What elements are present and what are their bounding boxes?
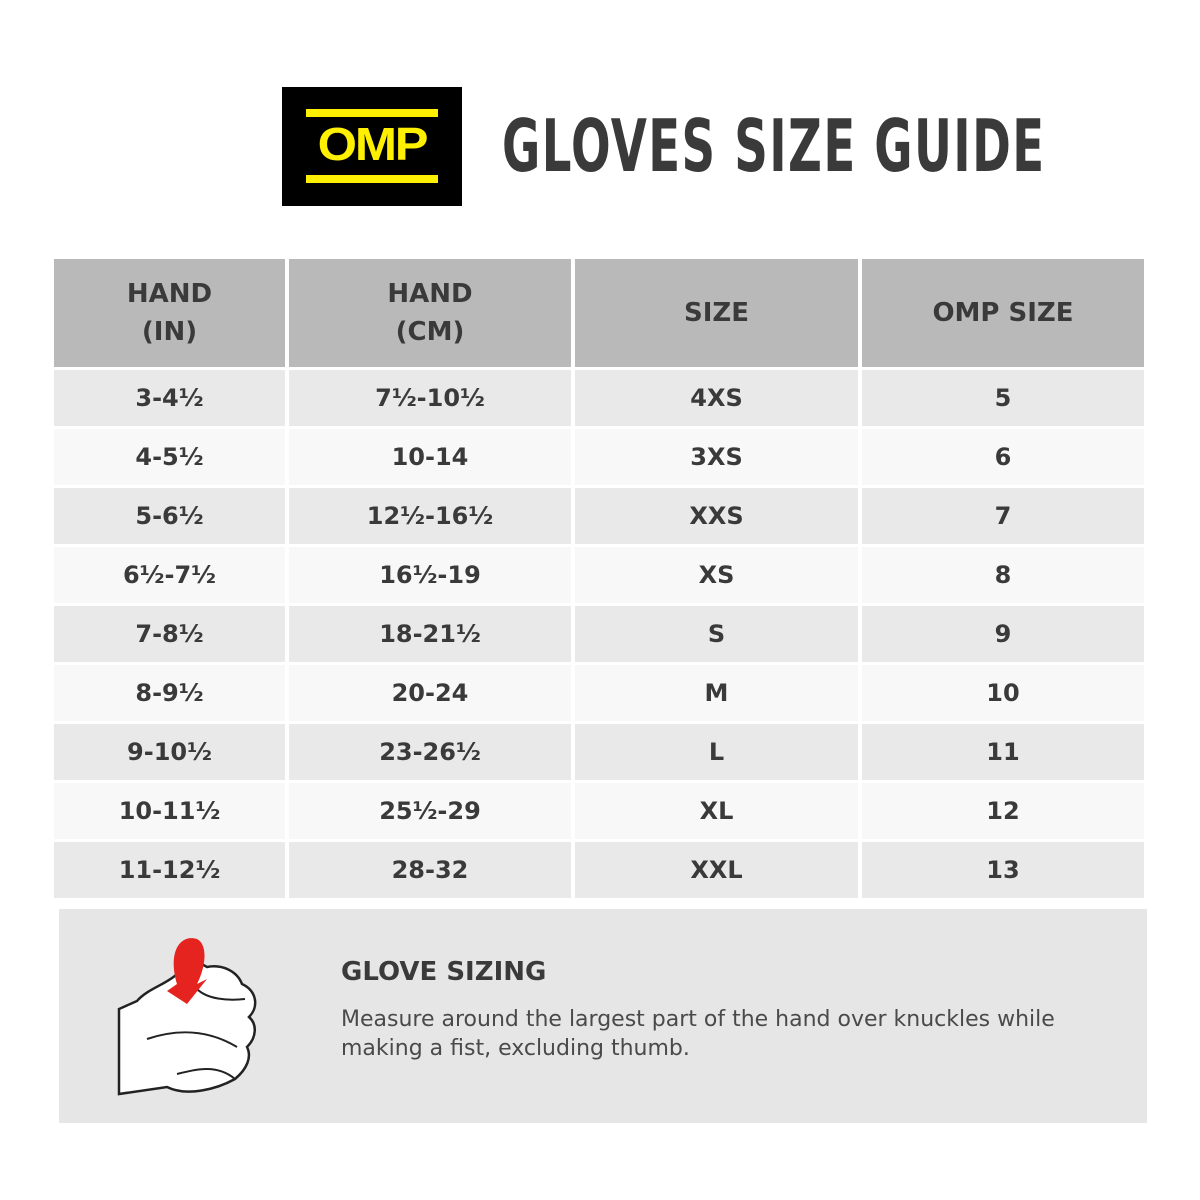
logo-bar-bottom — [306, 175, 438, 183]
column-header-hand-in: HAND (IN) — [54, 259, 285, 367]
table-header-row: HAND (IN) HAND (CM) SIZE OMP SIZE — [54, 259, 1144, 367]
cell-size: L — [575, 724, 858, 780]
cell-size: M — [575, 665, 858, 721]
table-row: 9-10½ 23-26½ L 11 — [54, 724, 1144, 780]
cell-hand-in: 10-11½ — [54, 783, 285, 839]
cell-omp-size: 10 — [862, 665, 1144, 721]
size-table: HAND (IN) HAND (CM) SIZE OMP SIZE 3-4½ 7½-10½ 4… — [50, 256, 1148, 901]
cell-size: 3XS — [575, 429, 858, 485]
cell-omp-size: 13 — [862, 842, 1144, 898]
cell-omp-size: 11 — [862, 724, 1144, 780]
cell-hand-in: 11-12½ — [54, 842, 285, 898]
page-title: GLOVES SIZE GUIDE — [502, 104, 1046, 188]
table-row: 5-6½ 12½-16½ XXS 7 — [54, 488, 1144, 544]
cell-size: S — [575, 606, 858, 662]
cell-omp-size: 6 — [862, 429, 1144, 485]
cell-omp-size: 7 — [862, 488, 1144, 544]
cell-size: XXS — [575, 488, 858, 544]
table-row: 3-4½ 7½-10½ 4XS 5 — [54, 370, 1144, 426]
table-row: 8-9½ 20-24 M 10 — [54, 665, 1144, 721]
cell-hand-cm: 28-32 — [289, 842, 571, 898]
cell-hand-cm: 18-21½ — [289, 606, 571, 662]
cell-hand-in: 5-6½ — [54, 488, 285, 544]
table-row: 6½-7½ 16½-19 XS 8 — [54, 547, 1144, 603]
column-header-line: OMP SIZE — [932, 298, 1074, 328]
cell-hand-in: 6½-7½ — [54, 547, 285, 603]
cell-hand-cm: 16½-19 — [289, 547, 571, 603]
table-row: 7-8½ 18-21½ S 9 — [54, 606, 1144, 662]
logo-bar-top — [306, 109, 438, 117]
column-header-line: (CM) — [395, 317, 465, 347]
column-header-size: SIZE — [575, 259, 858, 367]
cell-hand-in: 7-8½ — [54, 606, 285, 662]
cell-hand-cm: 7½-10½ — [289, 370, 571, 426]
cell-size: XS — [575, 547, 858, 603]
cell-omp-size: 8 — [862, 547, 1144, 603]
omp-logo: OMP — [282, 87, 462, 206]
cell-omp-size: 12 — [862, 783, 1144, 839]
cell-omp-size: 9 — [862, 606, 1144, 662]
cell-hand-in: 4-5½ — [54, 429, 285, 485]
table-row: 4-5½ 10-14 3XS 6 — [54, 429, 1144, 485]
cell-hand-cm: 23-26½ — [289, 724, 571, 780]
column-header-omp-size: OMP SIZE — [862, 259, 1144, 367]
column-header-line: HAND — [387, 279, 473, 309]
glove-sizing-text: Measure around the largest part of the h… — [341, 1007, 1055, 1061]
glove-sizing-title: GLOVE SIZING — [341, 957, 547, 987]
logo-text: OMP — [317, 118, 429, 170]
cell-omp-size: 5 — [862, 370, 1144, 426]
cell-size: 4XS — [575, 370, 858, 426]
table-row: 11-12½ 28-32 XXL 13 — [54, 842, 1144, 898]
cell-hand-in: 3-4½ — [54, 370, 285, 426]
cell-hand-cm: 12½-16½ — [289, 488, 571, 544]
cell-hand-in: 8-9½ — [54, 665, 285, 721]
cell-hand-cm: 20-24 — [289, 665, 571, 721]
column-header-line: SIZE — [683, 298, 749, 328]
cell-hand-cm: 25½-29 — [289, 783, 571, 839]
column-header-line: HAND — [126, 279, 213, 309]
cell-hand-in: 9-10½ — [54, 724, 285, 780]
fist-measure-icon — [117, 938, 257, 1096]
table-row: 10-11½ 25½-29 XL 12 — [54, 783, 1144, 839]
cell-size: XL — [575, 783, 858, 839]
glove-sizing-panel: GLOVE SIZING Measure around the largest … — [59, 909, 1147, 1123]
column-header-hand-cm: HAND (CM) — [289, 259, 571, 367]
cell-size: XXL — [575, 842, 858, 898]
column-header-line: (IN) — [141, 317, 198, 347]
cell-hand-cm: 10-14 — [289, 429, 571, 485]
